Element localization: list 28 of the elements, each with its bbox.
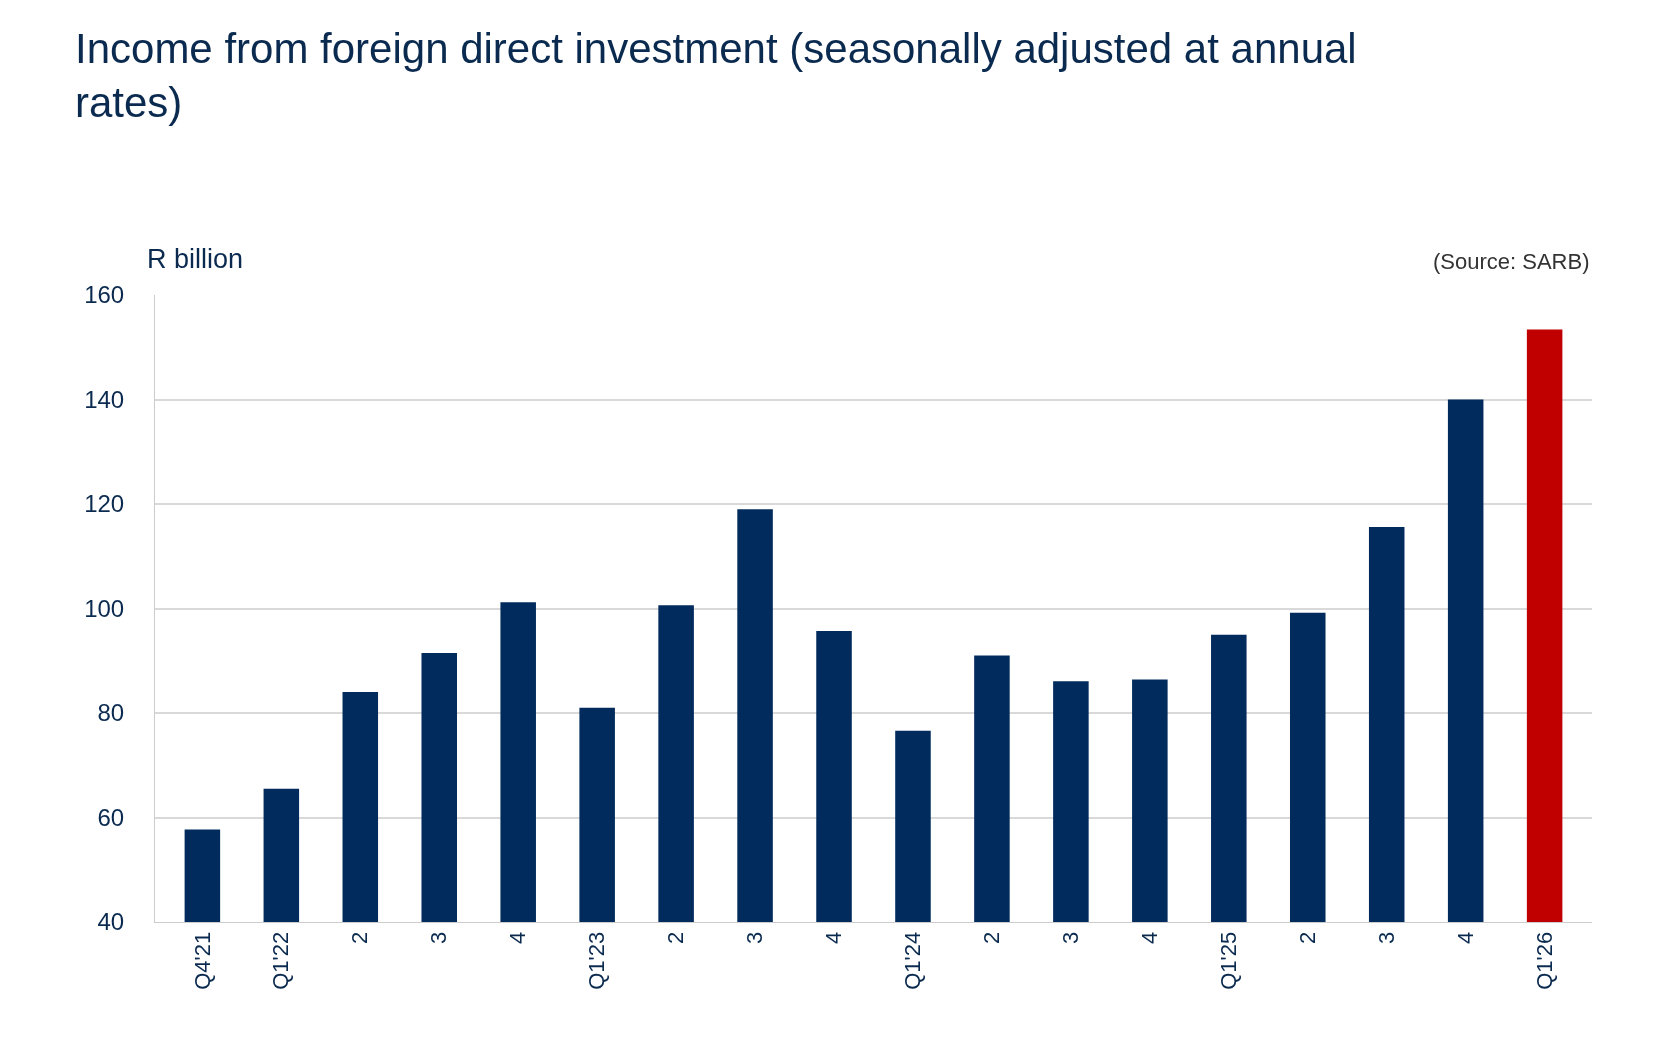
x-tick-label: 3 xyxy=(1058,931,1084,945)
x-tick-label: Q1'26 xyxy=(1531,931,1557,990)
x-tick-label: Q4'21 xyxy=(189,931,215,990)
y-tick-label: 140 xyxy=(84,385,125,413)
x-tick-label: 3 xyxy=(742,931,768,945)
x-tick-label: Q1'25 xyxy=(1215,931,1241,990)
chart-title: Income from foreign direct investment (seasonally adjusted at annual rates) xyxy=(75,24,1357,127)
y-tick-label: 40 xyxy=(97,908,125,936)
x-tick-label: Q1'24 xyxy=(900,931,926,990)
x-tick-label: 4 xyxy=(821,931,847,945)
x-tick-label: 2 xyxy=(1294,931,1320,945)
x-tick-label: 4 xyxy=(505,931,531,945)
x-tick-label: Q1'23 xyxy=(584,931,610,990)
x-tick-label: 2 xyxy=(347,931,373,945)
y-tick-label: 120 xyxy=(84,490,125,518)
x-tick-label: 4 xyxy=(1137,931,1162,945)
x-tick-label: 3 xyxy=(426,931,452,945)
x-tick-label: 2 xyxy=(663,931,689,945)
text: (Source: SARB) xyxy=(1433,249,1590,274)
y-tick-label: 60 xyxy=(97,803,125,831)
y-axis-title: R billion xyxy=(147,244,244,274)
x-tick-label: 3 xyxy=(1373,931,1399,945)
y-tick-label: 160 xyxy=(84,281,125,309)
x-tick-label: 2 xyxy=(979,931,1005,945)
x-tick-label: 4 xyxy=(1452,931,1478,945)
y-tick-label: 80 xyxy=(97,699,125,727)
x-tick-label: Q1'22 xyxy=(268,931,294,990)
y-tick-label: 100 xyxy=(84,594,125,622)
